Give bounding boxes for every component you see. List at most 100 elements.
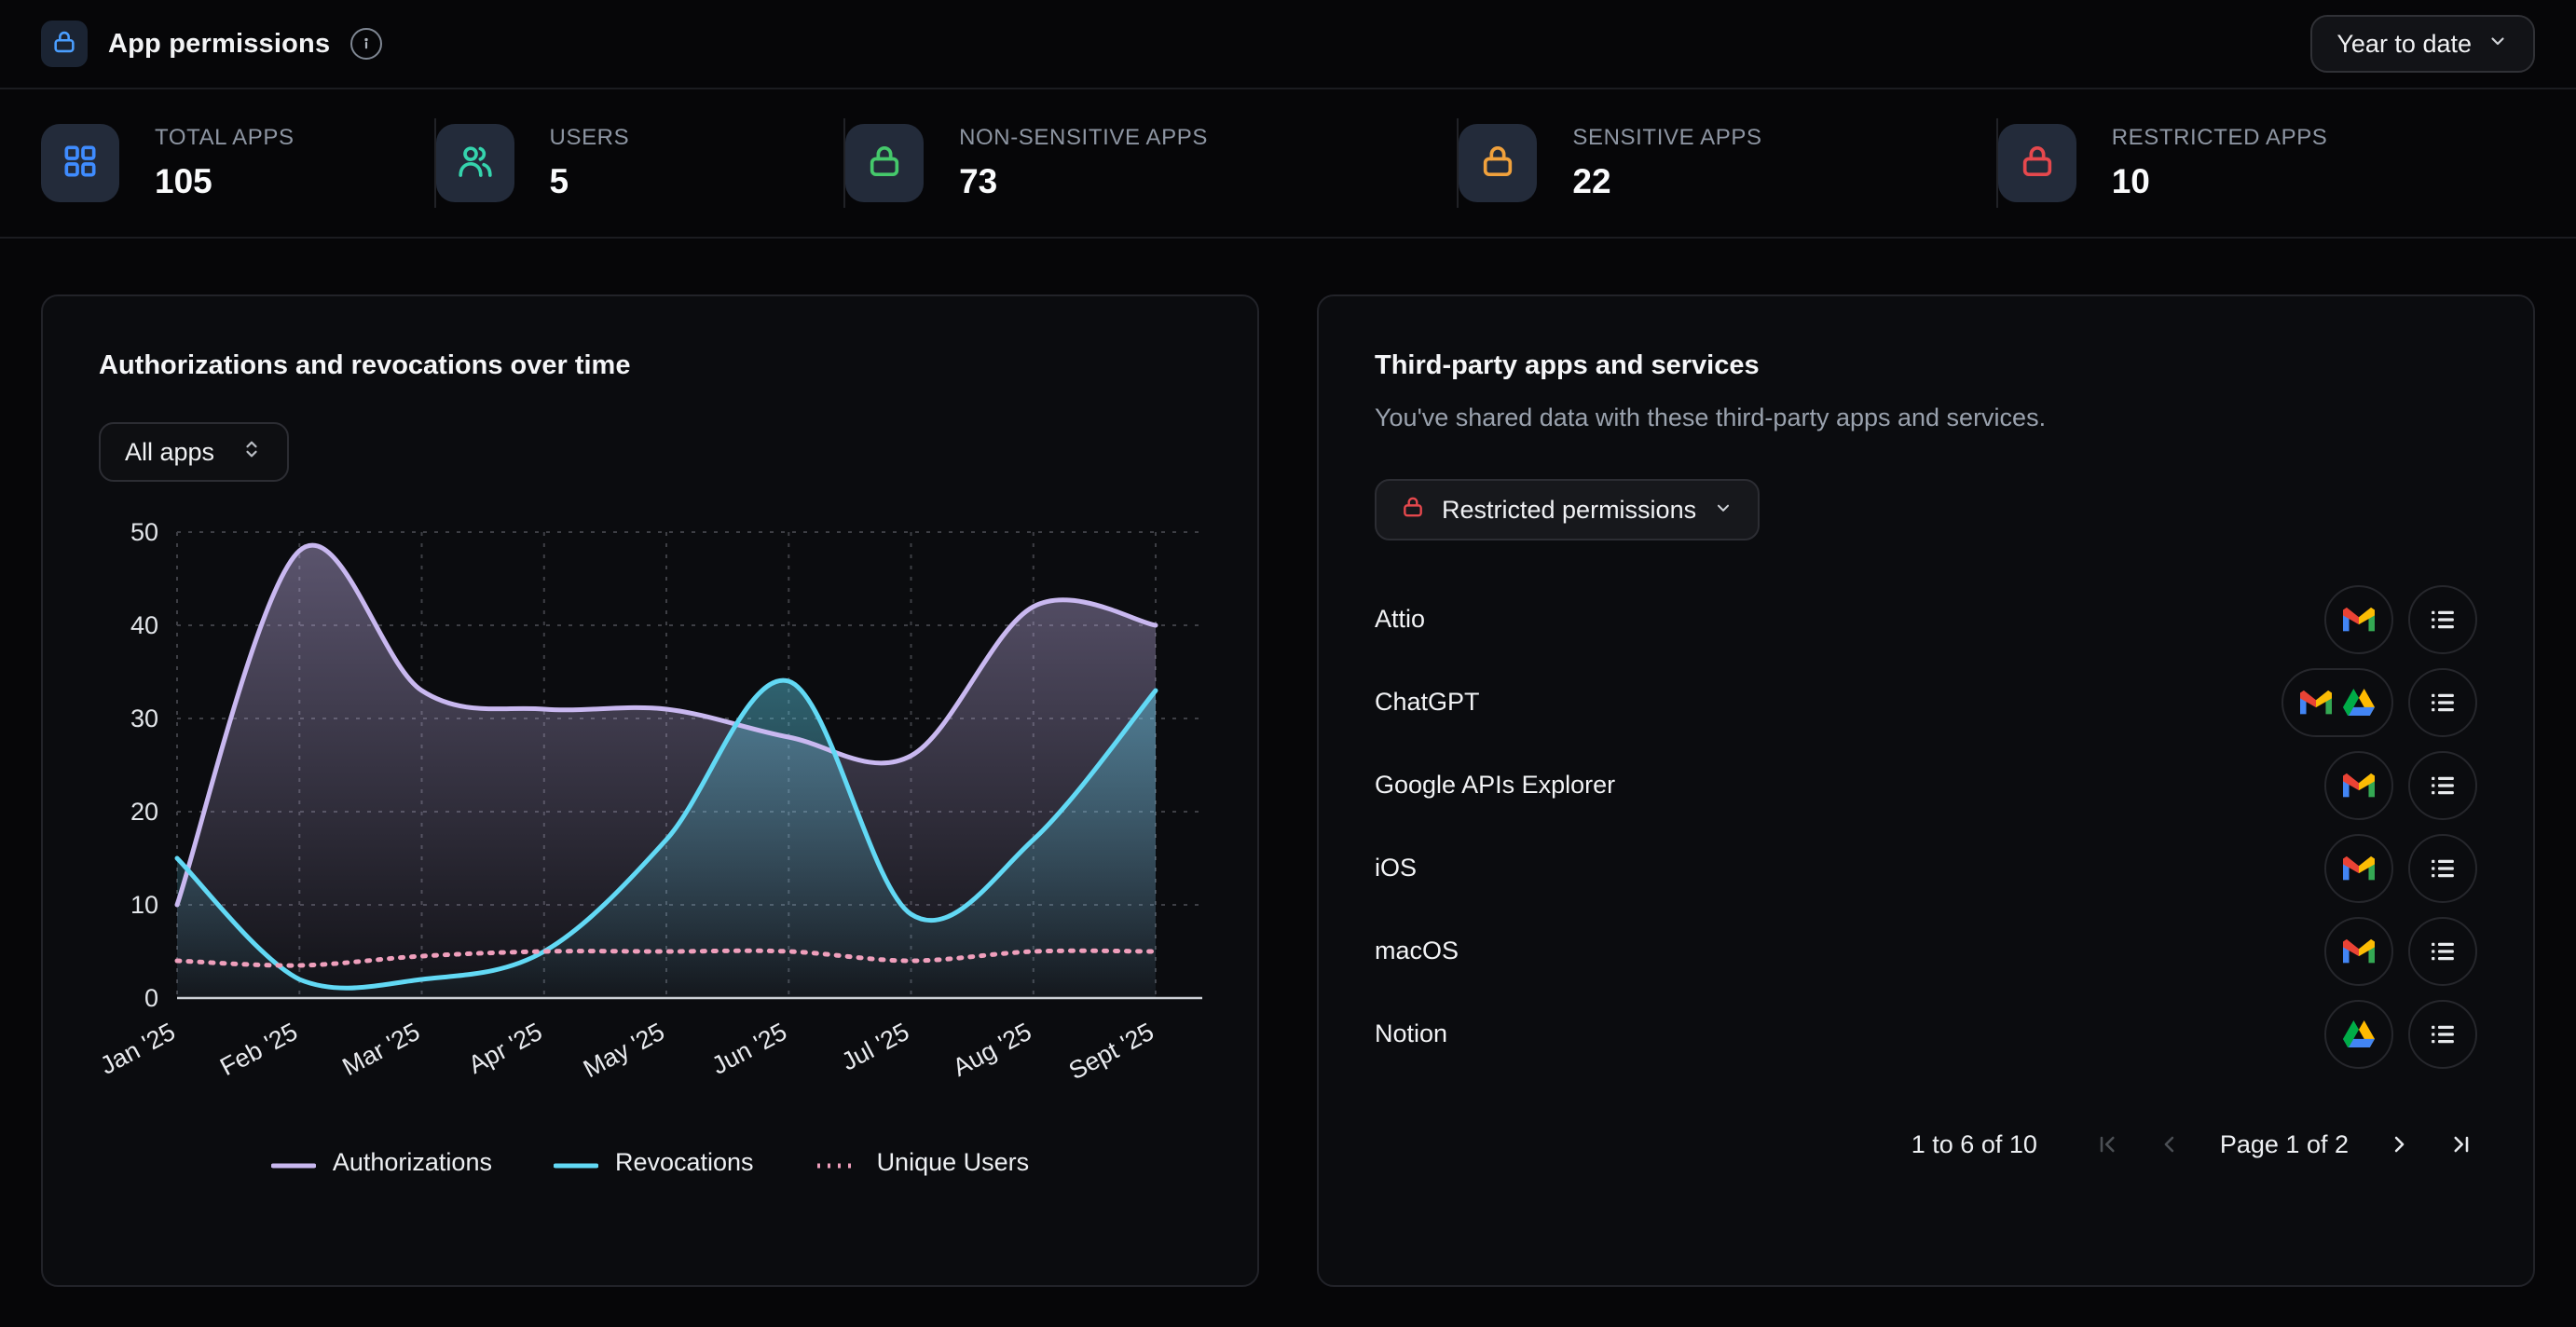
x-tick-label: May '25	[579, 1018, 669, 1083]
stat-label: RESTRICTED APPS	[2111, 125, 2328, 150]
previous-page-button[interactable]	[2153, 1128, 2186, 1161]
row-actions	[2281, 667, 2477, 737]
legend-label: Unique Users	[876, 1148, 1030, 1176]
app-name: Attio	[1375, 605, 1426, 633]
stat-icon-tile	[1997, 124, 2076, 202]
list-icon	[2429, 606, 2457, 634]
x-tick-label: Jun '25	[707, 1018, 791, 1080]
permissions-filter-label: Restricted permissions	[1442, 495, 1697, 524]
list-icon	[2429, 937, 2457, 965]
stat-non-sensitive-apps: NON-SENSITIVE APPS 73	[845, 89, 1457, 237]
app-name: Google APIs Explorer	[1375, 771, 1616, 799]
app-filter-label: All apps	[125, 437, 215, 466]
stat-value: 22	[1572, 162, 1611, 200]
line-revocations	[174, 677, 1158, 991]
y-tick-label: 10	[130, 891, 158, 919]
page-title: App permissions	[108, 28, 331, 59]
x-tick-label: Jul '25	[837, 1018, 913, 1076]
service-button[interactable]	[2324, 916, 2393, 986]
row-actions	[2324, 999, 2477, 1069]
permissions-list-button[interactable]	[2408, 584, 2477, 654]
stat-text: TOTAL APPS 105	[155, 125, 295, 201]
main-content: Authorizations and revocations over time…	[0, 239, 2576, 1287]
lock-icon	[1401, 495, 1425, 526]
stat-value: 5	[549, 162, 569, 200]
permissions-list-button[interactable]	[2408, 916, 2477, 986]
line-chart: 0 10 20 30 40 50 Jan '25 Feb '25 Mar '25 Apr '25 M…	[96, 515, 1202, 1107]
legend-swatch	[815, 1148, 860, 1177]
lock-icon	[2019, 143, 2056, 185]
gmail-icon	[2300, 690, 2332, 715]
area-revocations	[177, 680, 1156, 998]
first-page-button[interactable]	[2091, 1128, 2125, 1161]
app-filter-select[interactable]: All apps	[99, 422, 290, 482]
stat-restricted-apps: RESTRICTED APPS 10	[1997, 89, 2535, 237]
app-row-notion: Notion	[1375, 992, 2477, 1075]
stat-text: NON-SENSITIVE APPS 73	[959, 125, 1208, 201]
third-party-apps-card: Third-party apps and services You've sha…	[1317, 294, 2535, 1287]
legend-swatch	[270, 1148, 317, 1177]
date-range-label: Year to date	[2336, 29, 2472, 58]
legend-label: Revocations	[614, 1148, 754, 1176]
drive-icon	[2343, 688, 2375, 717]
permissions-list-button[interactable]	[2408, 999, 2477, 1069]
gmail-icon	[2343, 773, 2375, 798]
service-button[interactable]	[2281, 667, 2393, 737]
authorizations-chart-card: Authorizations and revocations over time…	[41, 294, 1259, 1287]
date-range-button[interactable]: Year to date	[2310, 15, 2535, 73]
x-tick-label: Aug '25	[948, 1018, 1035, 1082]
permissions-list-button[interactable]	[2408, 750, 2477, 820]
service-button[interactable]	[2324, 999, 2393, 1069]
stat-divider	[1457, 118, 1459, 208]
next-page-button[interactable]	[2382, 1128, 2416, 1161]
legend-swatch	[553, 1148, 599, 1177]
permissions-list-button[interactable]	[2408, 833, 2477, 903]
stat-sensitive-apps: SENSITIVE APPS 22	[1459, 89, 1995, 237]
x-tick-label: Jan '25	[99, 1018, 180, 1080]
y-tick-label: 20	[130, 798, 158, 826]
x-tick-label: Sept '25	[1064, 1018, 1158, 1086]
app-name: macOS	[1375, 937, 1459, 964]
app-row-chatgpt: ChatGPT	[1375, 661, 2477, 744]
stat-icon-tile	[845, 124, 925, 202]
service-button[interactable]	[2324, 750, 2393, 820]
chevron-updown-icon	[240, 438, 263, 467]
service-button[interactable]	[2324, 584, 2393, 654]
gmail-icon	[2343, 855, 2375, 881]
x-tick-label: Feb '25	[215, 1018, 302, 1081]
app-name: Notion	[1375, 1019, 1448, 1047]
lock-icon	[51, 29, 77, 60]
stat-value: 105	[155, 162, 212, 200]
app-row-macos: macOS	[1375, 910, 2477, 992]
stat-label: NON-SENSITIVE APPS	[959, 125, 1208, 150]
legend-item-unique-users: Unique Users	[815, 1148, 1030, 1177]
legend-label: Authorizations	[332, 1148, 492, 1176]
stat-total-apps: TOTAL APPS 105	[41, 89, 434, 237]
list-icon	[2429, 855, 2457, 882]
pagination: 1 to 6 of 10 Page 1 of 2	[1375, 1128, 2477, 1161]
stat-divider	[1995, 118, 1998, 208]
stat-users: USERS 5	[435, 89, 844, 237]
app-list: Attio ChatGPT Google APIs Explorer iOS	[1375, 578, 2477, 1075]
permissions-filter-button[interactable]: Restricted permissions	[1375, 479, 1761, 540]
chevron-down-icon	[1713, 496, 1733, 525]
pagination-page-label: Page 1 of 2	[2219, 1129, 2349, 1158]
users-icon	[457, 143, 494, 185]
stat-value: 73	[959, 162, 998, 200]
apps-card-subtitle: You've shared data with these third-part…	[1375, 404, 2047, 431]
stat-value: 10	[2111, 162, 2150, 200]
line-authorizations	[174, 542, 1158, 908]
row-actions	[2324, 833, 2477, 903]
gmail-icon	[2343, 607, 2375, 632]
app-name: ChatGPT	[1375, 688, 1480, 716]
x-tick-label: Apr '25	[464, 1018, 547, 1079]
service-button[interactable]	[2324, 833, 2393, 903]
row-actions	[2324, 584, 2477, 654]
last-page-button[interactable]	[2444, 1128, 2477, 1161]
info-icon[interactable]	[350, 28, 383, 60]
permissions-list-button[interactable]	[2408, 667, 2477, 737]
stat-label: USERS	[549, 125, 630, 150]
apps-card-title: Third-party apps and services	[1375, 350, 1760, 380]
row-actions	[2324, 916, 2477, 986]
stat-text: USERS 5	[550, 125, 630, 201]
